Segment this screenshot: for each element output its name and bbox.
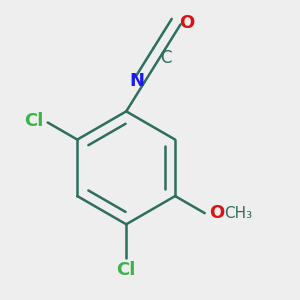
Text: Cl: Cl (24, 112, 43, 130)
Text: N: N (129, 72, 144, 90)
Text: CH₃: CH₃ (224, 206, 252, 221)
Text: O: O (209, 204, 224, 222)
Text: C: C (160, 49, 171, 67)
Text: O: O (179, 14, 194, 32)
Text: Cl: Cl (116, 262, 136, 280)
